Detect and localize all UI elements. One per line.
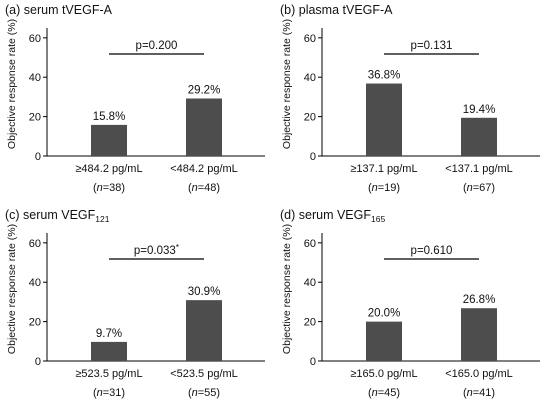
n-label: (n=41) (463, 387, 495, 399)
y-tick-label: 0 (35, 356, 41, 368)
chart-panel-4: (d) serum VEGF165 0 20 40 60 Objective respon… (280, 208, 540, 399)
y-axis-label: Objective response rate (%) (6, 19, 18, 149)
p-value-label: p=0.610 (411, 245, 453, 257)
n-label: (n=38) (93, 182, 125, 194)
category-label: <165.0 pg/mL (445, 368, 513, 380)
category-label: <523.5 pg/mL (170, 368, 238, 380)
bar (366, 83, 402, 156)
y-axis-label: Objective response rate (%) (6, 224, 18, 354)
y-axis-label: Objective response rate (%) (281, 224, 293, 354)
category-label: ≥165.0 pg/mL (350, 368, 417, 380)
y-tick-label: 0 (310, 151, 316, 163)
y-tick-label: 40 (29, 72, 41, 84)
panel-title: (a) serum tVEGF-A (5, 3, 113, 17)
bar-value-label: 9.7% (96, 328, 122, 340)
bar (91, 124, 127, 156)
y-tick-label: 0 (35, 151, 41, 163)
chart-panel-2: (b) plasma tVEGF-A 0 20 40 60 Objective respo… (280, 3, 540, 194)
y-tick-label: 60 (304, 33, 316, 45)
p-value-label: p=0.131 (411, 40, 453, 52)
y-tick-label: 60 (29, 33, 41, 45)
bar-value-label: 36.8% (368, 70, 401, 82)
category-label: ≥137.1 pg/mL (350, 163, 417, 175)
y-tick-label: 40 (304, 277, 316, 289)
y-tick-label: 40 (304, 72, 316, 84)
bar-value-label: 30.9% (188, 286, 221, 298)
y-tick-label: 40 (29, 277, 41, 289)
panel-title: (d) serum VEGF165 (280, 208, 385, 224)
y-tick-label: 20 (304, 112, 316, 124)
bar (461, 308, 497, 361)
category-label: <484.2 pg/mL (170, 163, 238, 175)
y-tick-label: 60 (304, 238, 316, 250)
bar-value-label: 15.8% (93, 111, 126, 123)
p-value-label: p=0.033* (134, 242, 180, 257)
n-label: (n=48) (188, 182, 220, 194)
bar (186, 300, 222, 361)
p-value-label: p=0.200 (136, 40, 178, 52)
chart-panel-1: (a) serum tVEGF-A 0 20 40 60 Objective respon… (5, 3, 265, 194)
bar (461, 117, 497, 156)
y-tick-label: 20 (29, 112, 41, 124)
n-label: (n=19) (368, 182, 400, 194)
panel-title: (b) plasma tVEGF-A (280, 3, 393, 17)
category-label: ≥523.5 pg/mL (75, 368, 142, 380)
chart-panel-3: (c) serum VEGF121 0 20 40 60 Objective respon… (5, 208, 265, 399)
y-tick-label: 0 (310, 356, 316, 368)
bar-value-label: 20.0% (368, 308, 401, 320)
panel-title: (c) serum VEGF121 (5, 208, 110, 224)
bar (366, 321, 402, 361)
bar (186, 98, 222, 156)
bar-value-label: 26.8% (463, 294, 496, 306)
y-tick-label: 60 (29, 238, 41, 250)
bar-value-label: 29.2% (188, 84, 221, 96)
n-label: (n=45) (368, 387, 400, 399)
category-label: <137.1 pg/mL (445, 163, 513, 175)
n-label: (n=67) (463, 182, 495, 194)
y-tick-label: 20 (29, 317, 41, 329)
n-label: (n=55) (188, 387, 220, 399)
category-label: ≥484.2 pg/mL (75, 163, 142, 175)
y-axis-label: Objective response rate (%) (281, 19, 293, 149)
y-tick-label: 20 (304, 317, 316, 329)
bar-value-label: 19.4% (463, 104, 496, 116)
n-label: (n=31) (93, 387, 125, 399)
bar (91, 341, 127, 361)
